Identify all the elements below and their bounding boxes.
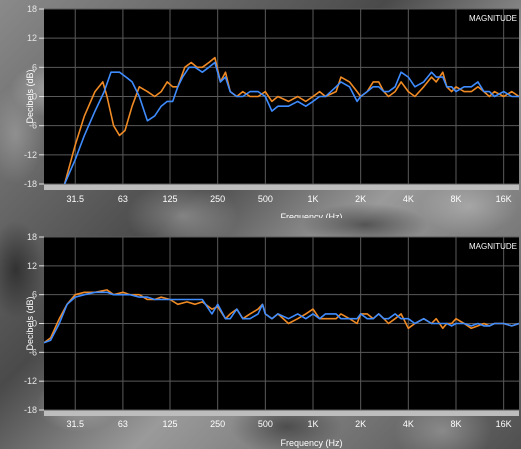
x-tick-label: 500: [258, 194, 273, 204]
y-tick-label: -18: [24, 179, 37, 189]
y-tick-label: 12: [27, 33, 37, 43]
x-axis-strip: [44, 410, 519, 416]
x-tick-label: 31.5: [66, 194, 84, 204]
x-tick-label: 4K: [403, 419, 414, 429]
magnitude-label: MAGNITUDE: [469, 242, 517, 251]
series-line-blue: [44, 291, 519, 344]
x-tick-label: 16K: [496, 194, 512, 204]
x-tick-label: 8K: [450, 194, 461, 204]
x-tick-label: 1K: [307, 419, 318, 429]
y-tick-label: 18: [27, 232, 37, 242]
chart-bottom: 18 12 6 0 -6 -12 -18 31.5 63 125 250 500 1K 2K 4K 8K 16K…: [24, 232, 519, 448]
x-axis-title: Frequency (Hz): [280, 438, 342, 448]
y-axis-title: Decibels (dB): [25, 296, 35, 350]
x-tick-label: 2K: [355, 194, 366, 204]
x-tick-label: 250: [210, 194, 225, 204]
y-tick-label: 0: [32, 92, 37, 102]
x-tick-label: 250: [210, 419, 225, 429]
x-tick-label: 125: [162, 419, 177, 429]
y-tick-label: -12: [24, 376, 37, 386]
y-tick-label: 0: [32, 319, 37, 329]
y-tick-label: -18: [24, 405, 37, 415]
y-tick-label: 12: [27, 261, 37, 271]
x-tick-label: 2K: [355, 419, 366, 429]
chart-top: 18 12 6 0 -6 -12 -18 31.5 63 125 250 500 1K 2K 4K 8K 16K…: [24, 4, 519, 218]
x-axis-title: Frequency (Hz): [280, 212, 342, 218]
x-tick-label: 31.5: [66, 419, 84, 429]
x-tick-label: 8K: [450, 419, 461, 429]
y-tick-label: 6: [32, 62, 37, 72]
y-tick-label: 18: [27, 4, 37, 14]
x-tick-label: 4K: [403, 194, 414, 204]
y-tick-label: -6: [29, 347, 37, 357]
x-tick-label: 63: [118, 194, 128, 204]
x-tick-label: 1K: [307, 194, 318, 204]
y-axis-title: Decibels (dB): [25, 69, 35, 123]
magnitude-label: MAGNITUDE: [469, 14, 517, 23]
y-tick-label: -6: [29, 121, 37, 131]
x-tick-label: 125: [162, 194, 177, 204]
y-tick-label: 6: [32, 290, 37, 300]
x-tick-label: 500: [258, 419, 273, 429]
y-tick-label: -12: [24, 150, 37, 160]
x-tick-label: 16K: [496, 419, 512, 429]
x-axis-strip: [44, 184, 519, 190]
x-tick-label: 63: [118, 419, 128, 429]
series-line-blue: [63, 61, 519, 184]
